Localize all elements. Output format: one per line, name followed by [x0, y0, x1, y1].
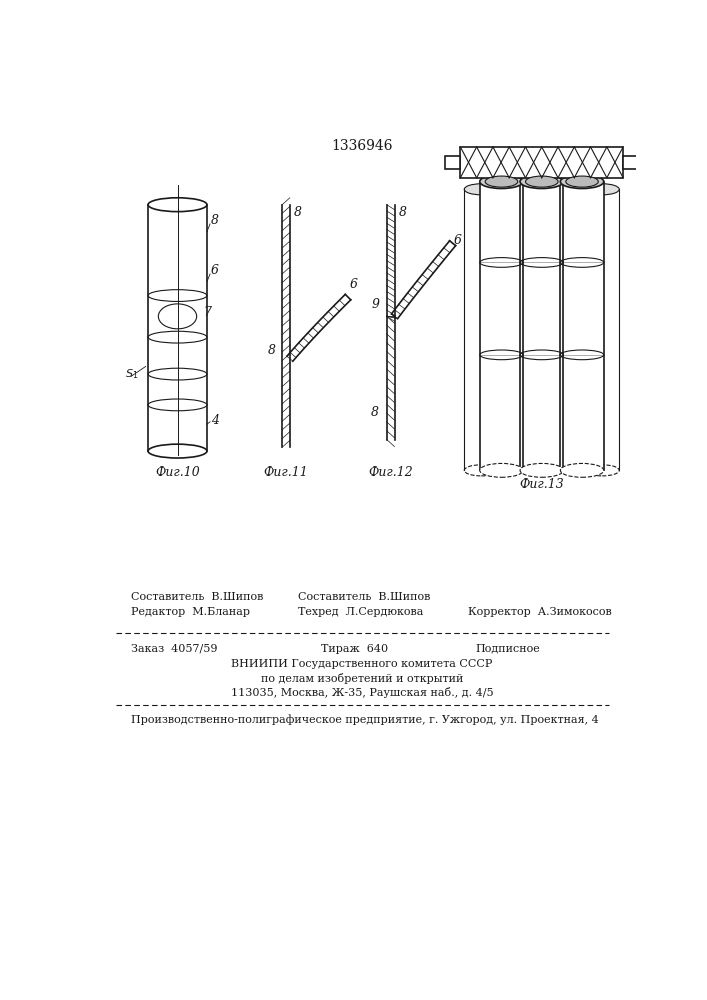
- Bar: [503, 182, 540, 463]
- Text: 1336946: 1336946: [331, 139, 392, 153]
- Text: 8: 8: [371, 406, 379, 419]
- Ellipse shape: [525, 176, 558, 187]
- Text: Техред  Л.Сердюкова: Техред Л.Сердюкова: [298, 607, 423, 617]
- Ellipse shape: [520, 463, 563, 477]
- Text: Фиг.13: Фиг.13: [520, 478, 564, 491]
- Ellipse shape: [561, 463, 604, 477]
- Text: 6: 6: [349, 278, 357, 291]
- Polygon shape: [387, 314, 397, 319]
- Text: Составитель  В.Шипов: Составитель В.Шипов: [298, 592, 430, 602]
- Ellipse shape: [561, 175, 604, 189]
- Text: 9: 9: [371, 298, 379, 311]
- Text: Производственно-полиграфическое предприятие, г. Ужгород, ул. Проектная, 4: Производственно-полиграфическое предприя…: [131, 714, 599, 725]
- Text: 8: 8: [293, 206, 302, 219]
- Bar: [561, 182, 604, 470]
- Ellipse shape: [520, 175, 563, 189]
- Text: Тираж  640: Тираж 640: [321, 644, 388, 654]
- Text: 8: 8: [268, 344, 276, 358]
- Text: Корректор  А.Зимокосов: Корректор А.Зимокосов: [468, 607, 612, 617]
- Bar: [460, 147, 623, 178]
- Text: 6: 6: [211, 264, 219, 277]
- Text: $S_1$: $S_1$: [125, 367, 138, 381]
- Text: Фиг.12: Фиг.12: [368, 466, 413, 480]
- Text: по делам изобретений и открытий: по делам изобретений и открытий: [261, 673, 463, 684]
- Bar: [623, 156, 638, 169]
- Ellipse shape: [585, 184, 619, 195]
- Ellipse shape: [480, 175, 523, 189]
- Text: Заказ  4057/59: Заказ 4057/59: [131, 644, 218, 654]
- Ellipse shape: [543, 176, 580, 187]
- Bar: [543, 182, 580, 463]
- Text: 6: 6: [453, 234, 462, 247]
- Ellipse shape: [464, 184, 498, 195]
- Ellipse shape: [503, 176, 540, 187]
- Text: 8: 8: [398, 206, 407, 219]
- Ellipse shape: [464, 465, 498, 476]
- Text: Подписное: Подписное: [476, 644, 541, 654]
- Ellipse shape: [485, 176, 518, 187]
- Text: ВНИИПИ Государственного комитета СССР: ВНИИПИ Государственного комитета СССР: [231, 659, 493, 669]
- Bar: [520, 182, 563, 470]
- Text: 113035, Москва, Ж-35, Раушская наб., д. 4/5: 113035, Москва, Ж-35, Раушская наб., д. …: [230, 687, 493, 698]
- Ellipse shape: [566, 176, 598, 187]
- Text: 4: 4: [211, 414, 219, 427]
- Bar: [480, 182, 523, 470]
- Text: Фиг.11: Фиг.11: [264, 466, 308, 480]
- Text: 8: 8: [211, 214, 219, 227]
- Text: 7: 7: [203, 306, 211, 319]
- Ellipse shape: [480, 463, 523, 477]
- Bar: [445, 156, 460, 169]
- Ellipse shape: [503, 457, 540, 469]
- Text: Редактор  М.Бланар: Редактор М.Бланар: [131, 607, 250, 617]
- Ellipse shape: [543, 457, 580, 469]
- Ellipse shape: [585, 465, 619, 476]
- Text: Составитель  В.Шипов: Составитель В.Шипов: [131, 592, 264, 602]
- Text: Фиг.10: Фиг.10: [155, 466, 200, 480]
